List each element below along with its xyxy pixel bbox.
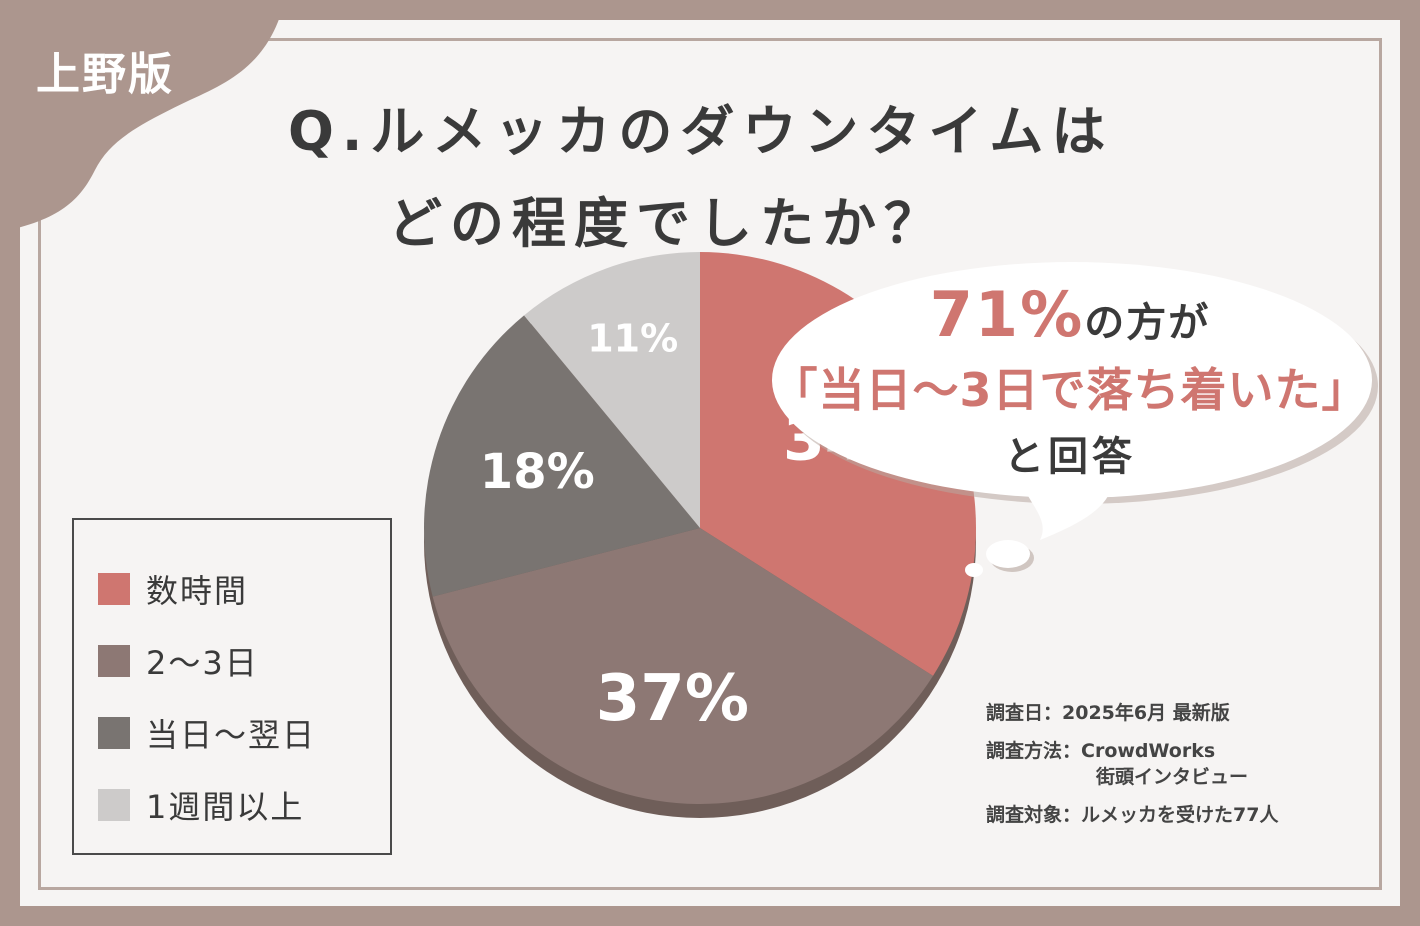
title-line-2: どの程度でしたか？ [388, 192, 946, 255]
survey-method-detail: 街頭インタビュー [1096, 766, 1249, 788]
inner-frame [38, 38, 1382, 890]
callout-answer: と回答 [1004, 434, 1136, 480]
badge-label: 上野版 [36, 49, 174, 100]
legend-label: 1週間以上 [146, 788, 305, 826]
legend-item: 1週間以上 [98, 782, 304, 828]
callout-percent: 71% [929, 278, 1085, 351]
callout-suffix: の方が [1084, 300, 1211, 346]
legend-item: 2〜3日 [98, 638, 259, 684]
callout-line-1: 71%の方が [770, 278, 1370, 351]
legend-swatch [98, 717, 130, 749]
pie-data-label: 18% [480, 444, 595, 500]
legend-item: 当日〜翌日 [98, 710, 316, 756]
legend-label: 2〜3日 [146, 644, 259, 682]
title-line-1: Q.ルメッカのダウンタイムは [288, 100, 1114, 163]
pie-slice [424, 315, 700, 597]
legend-swatch [98, 789, 130, 821]
legend-label: 数時間 [146, 572, 249, 610]
legend: 数時間 2〜3日 当日〜翌日 1週間以上 [72, 518, 392, 855]
callout-quote: 「当日〜3日で落ち着いた」 [771, 363, 1369, 417]
legend-swatch [98, 573, 130, 605]
legend-label: 当日〜翌日 [146, 716, 317, 754]
pie-data-label: 37% [596, 662, 749, 736]
survey-method: 調査方法：CrowdWorks [986, 740, 1216, 762]
legend-item: 数時間 [98, 566, 248, 612]
survey-date: 調査日：2025年6月 最新版 [986, 702, 1230, 724]
question-title: Q.ルメッカのダウンタイムは どの程度でしたか？ [288, 86, 1113, 270]
pie-slice [432, 528, 934, 804]
pie-data-label: 11% [587, 317, 678, 361]
survey-info: 調査日：2025年6月 最新版 調査方法：CrowdWorks 街頭インタビュー… [986, 700, 1278, 840]
legend-swatch [98, 645, 130, 677]
pie-slice [524, 252, 700, 528]
survey-target: 調査対象：ルメッカを受けた77人 [986, 804, 1279, 826]
corner-blob [0, 0, 285, 232]
